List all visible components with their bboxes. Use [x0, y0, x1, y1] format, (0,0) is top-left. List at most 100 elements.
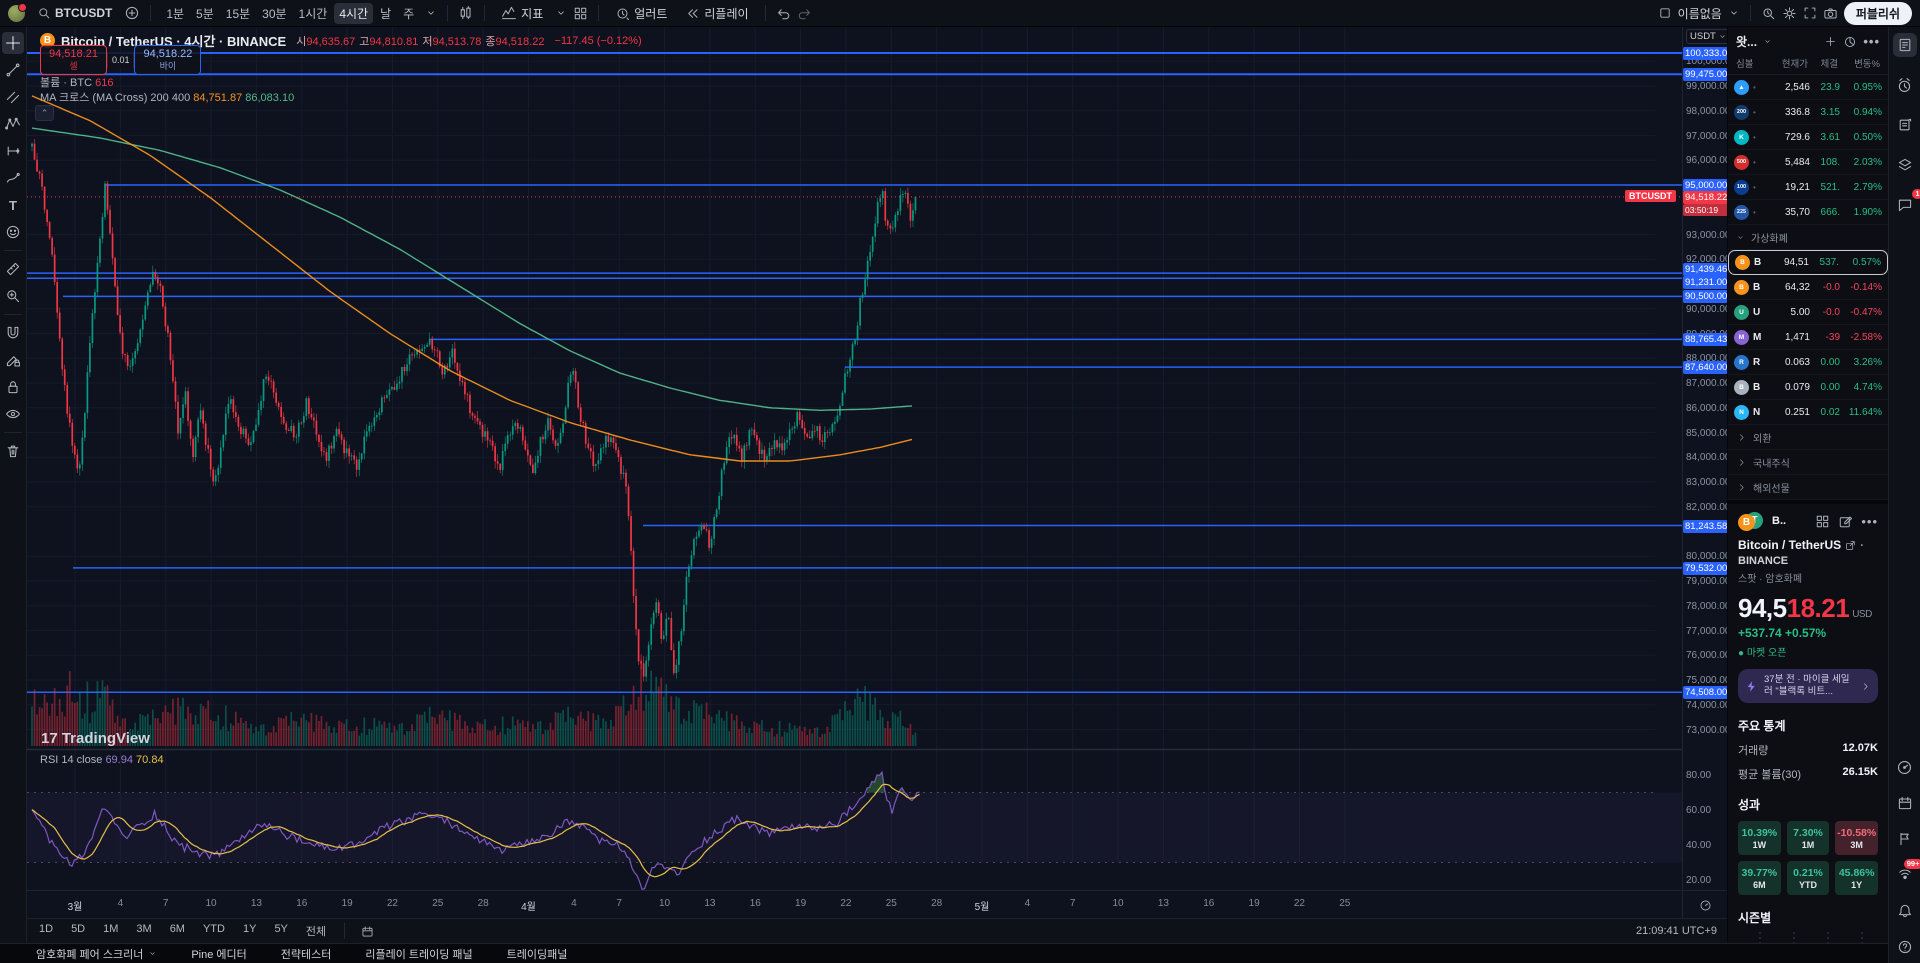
watchlist-row[interactable]: K • 729.6 3.61 0.50% [1728, 125, 1888, 150]
interval-chevron-down-icon[interactable] [425, 7, 437, 19]
time-tick[interactable]: 25 [885, 898, 897, 909]
layout-chevron-down-icon[interactable] [1728, 7, 1740, 19]
crosshair-tool-icon[interactable] [2, 32, 24, 54]
time-tick[interactable]: 25 [432, 898, 444, 909]
legend-collapse-button[interactable]: ⌃ [35, 105, 54, 121]
calendar-tab-icon[interactable] [1893, 791, 1917, 815]
user-avatar[interactable] [8, 2, 27, 22]
bottom-tab-2[interactable]: 전략테스터 [281, 946, 332, 962]
interval-1분[interactable]: 1분 [166, 6, 185, 21]
camera-icon[interactable] [1823, 6, 1838, 21]
undo-icon[interactable] [776, 6, 791, 21]
streams-tab-icon[interactable]: 99+ [1893, 859, 1920, 887]
help-tab-icon[interactable] [1893, 935, 1917, 959]
interval-4시간[interactable]: 4시간 [334, 2, 374, 24]
time-tick[interactable]: 3월 [67, 902, 83, 913]
axis-settings-corner[interactable] [1682, 890, 1728, 919]
time-tick[interactable]: 10 [205, 898, 217, 909]
interval-15분[interactable]: 15분 [225, 6, 251, 21]
time-tick[interactable]: 16 [749, 898, 761, 909]
range-1Y[interactable]: 1Y [242, 923, 257, 935]
text-tool-icon[interactable]: T [9, 197, 17, 213]
publish-button[interactable]: 퍼블리쉬 [1843, 1, 1912, 25]
parallel-channel-icon[interactable] [2, 86, 24, 108]
range-6M[interactable]: 6M [169, 923, 185, 935]
section-국내주식[interactable]: 국내주식 [1728, 450, 1888, 475]
time-tick[interactable]: 19 [795, 898, 807, 909]
section-crypto[interactable]: 가상화폐 [1728, 225, 1888, 250]
markets-tab-icon[interactable] [1893, 827, 1917, 851]
interval-30분[interactable]: 30분 [262, 6, 287, 21]
settings-gear-icon[interactable] [1782, 6, 1797, 21]
bottom-tab-0[interactable]: 암호화폐 페어 스크리너 [36, 946, 157, 962]
xabcd-pattern-icon[interactable] [2, 113, 24, 135]
range-1D[interactable]: 1D [39, 923, 54, 935]
watchlist-row[interactable]: ▲ • 2,546 23.9 0.95% [1728, 75, 1888, 100]
volume-legend[interactable]: 볼륨 · BTC 616 [40, 74, 113, 90]
range-5Y[interactable]: 5Y [274, 923, 288, 935]
candle-style-icon[interactable] [458, 5, 474, 21]
watchlist-more-icon[interactable]: ••• [1863, 34, 1880, 49]
watchlist-row[interactable]: 200 • 336.8 3.15 0.94% [1728, 100, 1888, 125]
time-tick[interactable]: 16 [1203, 898, 1215, 909]
indicators-button[interactable]: 지표 [495, 3, 549, 24]
watchlist-pie-icon[interactable] [1843, 35, 1857, 49]
section-외환[interactable]: 외환 [1728, 425, 1888, 450]
alert-button[interactable]: 얼러트 [609, 3, 673, 24]
ma-cross-legend[interactable]: MA 크로스 (MA Cross) 200 400 84,751.87 86,0… [40, 89, 294, 105]
section-해외선물[interactable]: 해외선물 [1728, 475, 1888, 500]
time-tick[interactable]: 4 [571, 898, 577, 909]
detail-grid-icon[interactable] [1815, 514, 1830, 529]
object-tree-tab-icon[interactable] [1893, 153, 1917, 177]
watchlist-row[interactable]: 100 • 19,21 521. 2.79% [1728, 175, 1888, 200]
fullscreen-icon[interactable] [1803, 6, 1817, 20]
watchlist-row[interactable]: 500 • 5,484 108. 2.03% [1728, 150, 1888, 175]
sell-button[interactable]: 94,518.21 셀 [40, 45, 107, 75]
time-tick[interactable]: 25 [1339, 898, 1351, 909]
time-tick[interactable]: 16 [296, 898, 308, 909]
range-5D[interactable]: 5D [71, 923, 86, 935]
alerts-tab-icon[interactable] [1893, 73, 1917, 97]
time-tick[interactable]: 13 [250, 898, 262, 909]
layout-grid-icon[interactable] [573, 6, 588, 21]
time-tick[interactable]: 22 [840, 898, 852, 909]
lock-icon[interactable] [2, 376, 24, 398]
symbol-full-name[interactable]: Bitcoin / TetherUS · [1738, 538, 1865, 552]
time-tick[interactable]: 7 [1069, 898, 1076, 909]
time-tick[interactable]: 22 [386, 898, 398, 909]
interval-주[interactable]: 주 [403, 6, 415, 21]
news-pill[interactable]: 37분 전 · 마이클 세일러 "블랙록 비트... [1738, 669, 1878, 703]
clock-label[interactable]: 21:09:41 UTC+9 [1635, 925, 1717, 937]
watchlist-row[interactable]: UU•5.00-0.0-0.47% [1728, 300, 1888, 325]
time-tick[interactable]: 10 [658, 898, 671, 909]
watchlist-chevron-down-icon[interactable] [1763, 37, 1772, 46]
time-tick[interactable]: 28 [477, 898, 489, 909]
notes-tab-icon[interactable] [1893, 113, 1917, 137]
rsi-legend[interactable]: RSI 14 close 69.94 70.84 [40, 754, 164, 766]
indicators-chevron-down-icon[interactable] [555, 7, 567, 19]
time-tick[interactable]: 5월 [974, 902, 990, 913]
emoji-icon[interactable] [2, 221, 24, 243]
axis-currency-button[interactable]: USDT [1686, 29, 1731, 44]
watchlist-row[interactable]: BB•64,32-0.0-0.14% [1728, 275, 1888, 300]
time-tick[interactable]: 10 [1112, 898, 1124, 909]
layout-name-label[interactable]: 이름없음 [1677, 6, 1722, 21]
replay-button[interactable]: 리플레이 [679, 3, 754, 24]
external-link-icon[interactable] [1845, 540, 1856, 551]
chart-area[interactable]: 17 TradingView B Bitcoin / TetherUS · 4시… [27, 27, 1736, 919]
bottom-tab-3[interactable]: 리플레이 트레이딩 패널 [365, 946, 472, 962]
interval-1시간[interactable]: 1시간 [298, 6, 328, 21]
watchlist-row[interactable]: 225 • 35,70 666. 1.90% [1728, 200, 1888, 225]
time-tick[interactable]: 13 [704, 898, 716, 909]
range-YTD[interactable]: YTD [202, 923, 225, 935]
bottom-tab-4[interactable]: 트레이딩패널 [507, 946, 568, 962]
time-tick[interactable]: 4 [1024, 898, 1031, 909]
price-chart[interactable]: 17 TradingView [27, 27, 1682, 890]
redo-icon[interactable] [797, 6, 812, 21]
brush-icon[interactable] [2, 167, 24, 189]
trend-line-icon[interactable] [2, 59, 24, 81]
time-tick[interactable]: 22 [1293, 898, 1305, 909]
